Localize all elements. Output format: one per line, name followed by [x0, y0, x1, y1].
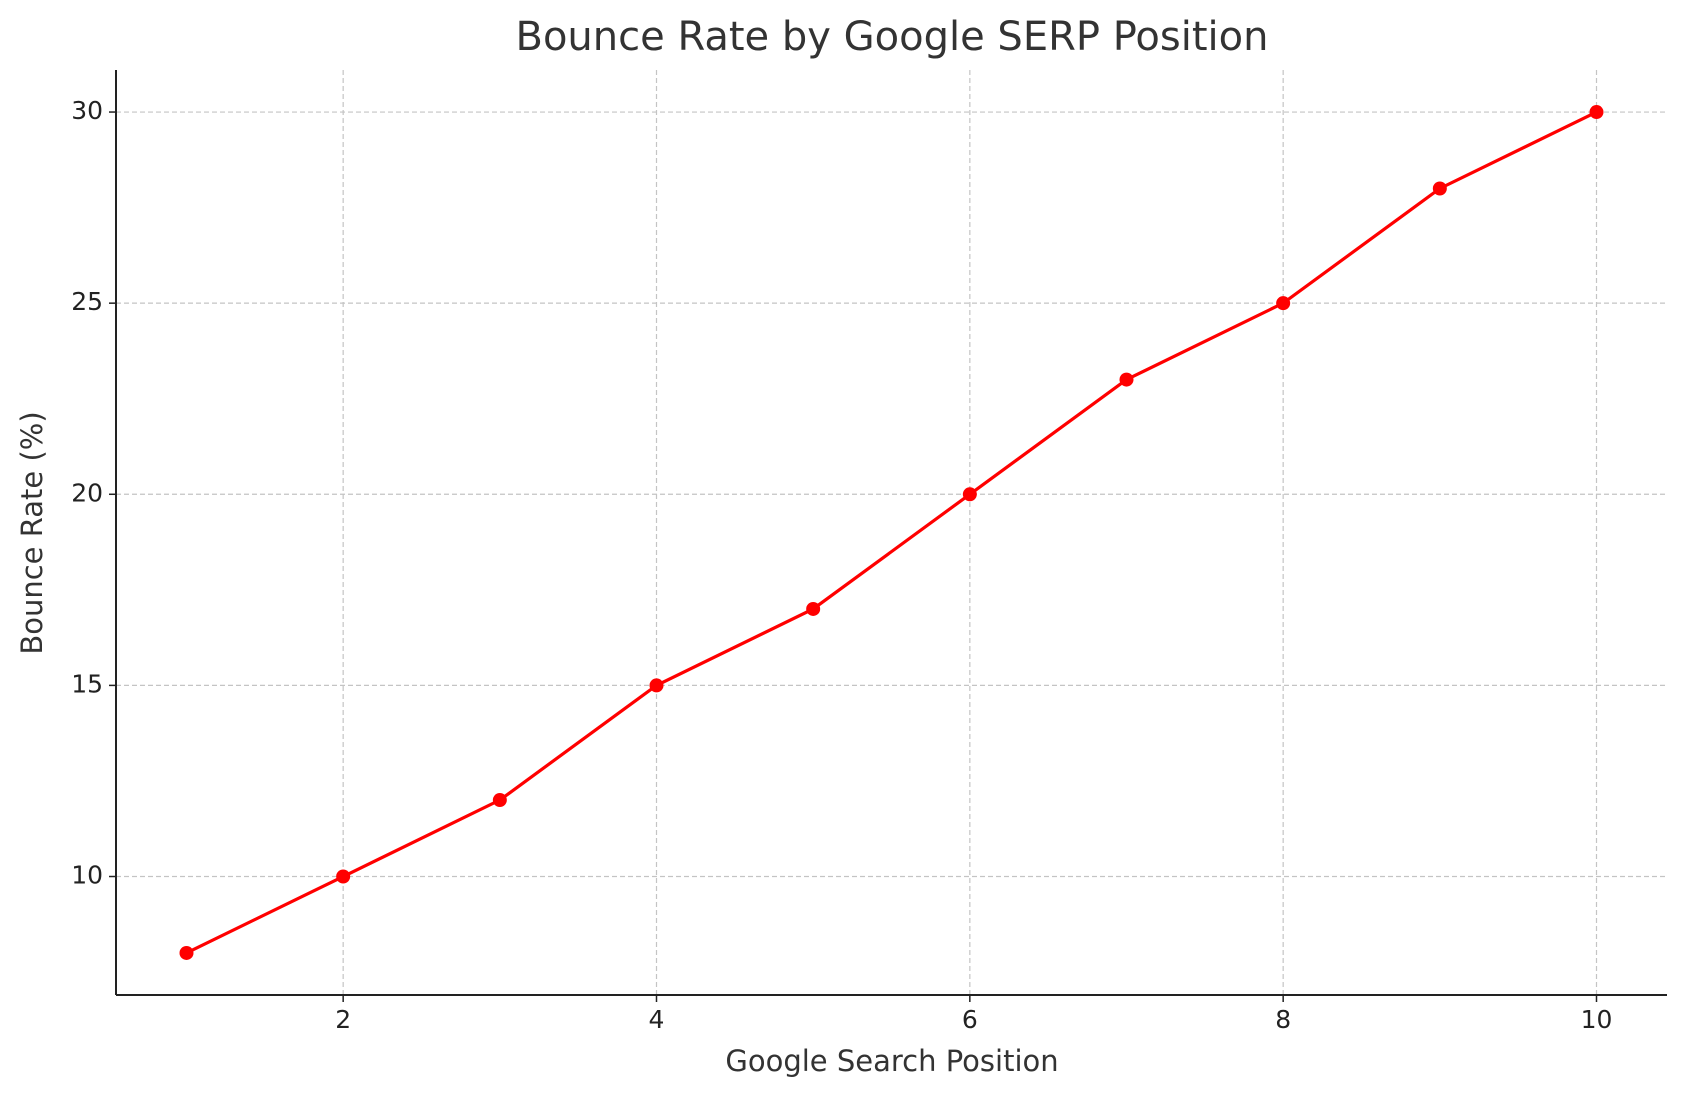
x-axis-label: Google Search Position: [725, 1044, 1058, 1078]
y-tick-label: 10: [71, 861, 103, 890]
y-tick-label: 20: [71, 478, 103, 507]
point: [179, 945, 194, 960]
point: [492, 793, 507, 808]
y-tick-label: 30: [71, 96, 103, 125]
point: [1276, 296, 1291, 311]
x-tick-label: 8: [1275, 1005, 1291, 1034]
x-tick-label: 6: [962, 1005, 978, 1034]
y-axis-label: Bounce Rate (%): [15, 411, 49, 654]
point: [1432, 181, 1447, 196]
point: [1589, 105, 1604, 120]
point: [336, 869, 351, 884]
y-tick-label: 25: [71, 287, 103, 316]
point: [806, 601, 821, 616]
point: [1119, 372, 1134, 387]
chart-title: Bounce Rate by Google SERP Position: [516, 14, 1269, 60]
point: [649, 678, 664, 693]
x-tick-label: 10: [1581, 1005, 1613, 1034]
x-tick-label: 4: [649, 1005, 665, 1034]
line: [185, 110, 1598, 955]
x-tick-label: 2: [335, 1005, 351, 1034]
point: [962, 487, 977, 502]
y-tick-label: 15: [71, 669, 103, 698]
